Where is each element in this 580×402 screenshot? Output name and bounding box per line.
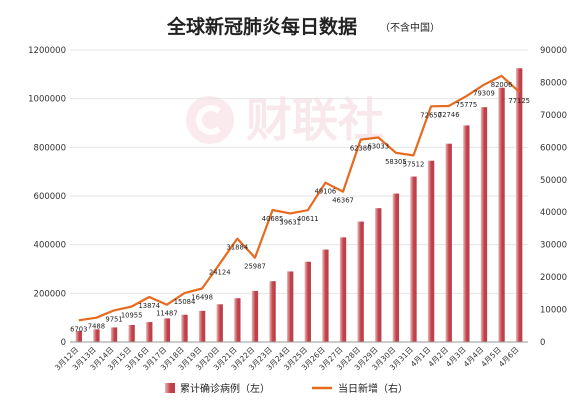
data-label: 7488 bbox=[88, 323, 105, 331]
data-label: 77125 bbox=[508, 97, 530, 105]
bars bbox=[75, 68, 523, 342]
y-right-tick-label: 30000 bbox=[540, 241, 567, 251]
bar bbox=[287, 271, 294, 342]
data-label: 9751 bbox=[105, 315, 122, 323]
data-label: 72746 bbox=[438, 111, 460, 119]
data-label: 57512 bbox=[403, 160, 425, 168]
data-label: 10955 bbox=[121, 311, 143, 319]
bar bbox=[146, 322, 153, 342]
bar bbox=[516, 68, 523, 342]
grid bbox=[70, 49, 528, 294]
y-right-tick-label: 90000 bbox=[540, 46, 567, 56]
data-label: 11487 bbox=[156, 310, 178, 318]
bar bbox=[198, 310, 206, 342]
data-label: 6703 bbox=[70, 325, 87, 333]
watermark-logo-circle bbox=[186, 96, 234, 144]
y-right-tick-label: 0 bbox=[540, 338, 545, 348]
watermark: 财联社 bbox=[186, 93, 384, 147]
bar bbox=[445, 143, 452, 342]
data-label: 31884 bbox=[227, 244, 249, 252]
y-left-tick-label: 1200000 bbox=[28, 46, 66, 56]
watermark-logo-c bbox=[196, 105, 221, 135]
legend-label-line: 当日新增（右） bbox=[338, 382, 408, 395]
bar bbox=[93, 329, 100, 342]
y-left-tick-label: 0 bbox=[61, 338, 66, 348]
bar bbox=[234, 298, 241, 342]
data-label: 15084 bbox=[174, 298, 196, 306]
legend-label-bar: 累计确诊病例（左） bbox=[180, 382, 270, 395]
y-right-tick-label: 70000 bbox=[540, 111, 567, 121]
data-label: 75775 bbox=[456, 101, 478, 109]
y-left-tick-label: 600000 bbox=[34, 192, 66, 202]
bar bbox=[304, 261, 311, 342]
bar bbox=[251, 290, 259, 342]
y-right-tick-label: 80000 bbox=[540, 78, 567, 88]
bar bbox=[181, 314, 188, 342]
chart-title-note: （不含中国） bbox=[380, 21, 440, 34]
bar bbox=[357, 221, 364, 342]
y-right-tick-label: 20000 bbox=[540, 273, 567, 283]
bar bbox=[75, 331, 82, 342]
y-left-tick-label: 1000000 bbox=[28, 95, 66, 105]
x-tick-label: 4月6日 bbox=[497, 345, 521, 369]
data-label: 79309 bbox=[473, 90, 495, 98]
bar bbox=[163, 318, 171, 342]
y-right-tick-label: 40000 bbox=[540, 208, 567, 218]
y-right-tick-label: 10000 bbox=[540, 306, 567, 316]
bar bbox=[375, 208, 382, 342]
data-label: 62380 bbox=[350, 145, 372, 153]
bar bbox=[463, 125, 470, 342]
bar bbox=[110, 327, 118, 342]
bar bbox=[216, 304, 223, 342]
bar bbox=[498, 87, 505, 342]
bar bbox=[410, 176, 417, 342]
data-label: 49106 bbox=[315, 188, 337, 196]
bar bbox=[392, 193, 400, 342]
bar bbox=[269, 281, 276, 342]
data-label: 46367 bbox=[332, 197, 354, 205]
bar bbox=[480, 107, 488, 342]
y-right-tick-label: 50000 bbox=[540, 176, 567, 186]
bar bbox=[427, 160, 435, 342]
data-label: 40685 bbox=[262, 215, 284, 223]
data-label: 16498 bbox=[191, 293, 213, 301]
line-path bbox=[78, 74, 520, 322]
data-label: 25987 bbox=[244, 263, 266, 271]
y-right-tick-label: 60000 bbox=[540, 143, 567, 153]
data-label: 40611 bbox=[297, 215, 319, 223]
chart-title: 全球新冠肺炎每日数据 bbox=[166, 15, 357, 38]
bar bbox=[128, 324, 135, 342]
data-label: 72650 bbox=[420, 111, 442, 119]
data-label: 58305 bbox=[385, 158, 407, 166]
data-label: 13874 bbox=[138, 302, 160, 310]
data-label: 63033 bbox=[367, 142, 389, 150]
data-label: 82006 bbox=[491, 81, 513, 89]
legend-swatch-bar bbox=[165, 383, 175, 393]
data-label: 39631 bbox=[279, 218, 301, 226]
watermark-text: 财联社 bbox=[246, 93, 384, 147]
y-left-tick-label: 800000 bbox=[34, 143, 66, 153]
bar bbox=[322, 249, 329, 342]
data-label: 24124 bbox=[209, 269, 231, 277]
bar bbox=[339, 237, 347, 342]
y-left-tick-label: 400000 bbox=[34, 241, 66, 251]
y-left-tick-label: 200000 bbox=[34, 289, 66, 299]
legend: 累计确诊病例（左） 当日新增（右） bbox=[165, 382, 408, 395]
